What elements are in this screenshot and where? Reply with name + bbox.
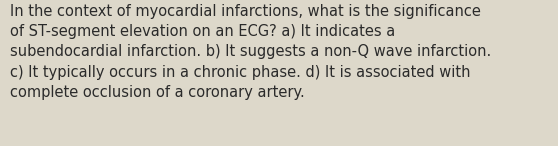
Text: In the context of myocardial infarctions, what is the significance
of ST-segment: In the context of myocardial infarctions…	[10, 4, 491, 100]
